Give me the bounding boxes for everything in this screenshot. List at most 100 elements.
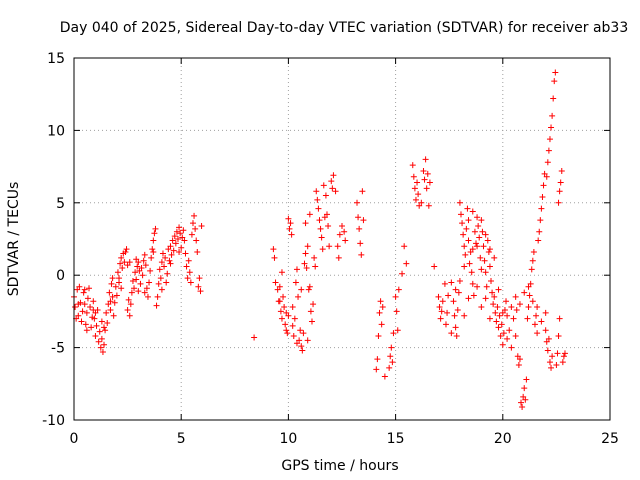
- data-point: [512, 333, 519, 340]
- data-point: [111, 299, 118, 306]
- data-point: [415, 191, 422, 198]
- data-point: [524, 315, 531, 322]
- data-point: [133, 276, 140, 283]
- data-point: [308, 318, 315, 325]
- data-point: [454, 306, 461, 313]
- data-point: [389, 359, 396, 366]
- y-tick-label: 5: [56, 196, 65, 212]
- data-point: [127, 301, 134, 308]
- data-point: [339, 222, 345, 229]
- data-point: [342, 237, 349, 244]
- data-point: [298, 286, 305, 293]
- data-point: [81, 286, 88, 293]
- data-point: [167, 260, 174, 267]
- y-tick-labels: -10 -5 0 5 10 15: [42, 51, 65, 429]
- data-point: [393, 308, 400, 315]
- grid-lines: [74, 58, 610, 420]
- data-point: [153, 302, 160, 309]
- data-point: [552, 69, 559, 76]
- data-point: [98, 335, 105, 342]
- data-point: [293, 340, 300, 347]
- data-point: [378, 321, 385, 328]
- data-point: [78, 318, 85, 325]
- data-point: [483, 283, 490, 290]
- data-point: [491, 254, 498, 261]
- data-point: [156, 266, 163, 273]
- data-point: [409, 162, 416, 169]
- data-point: [295, 293, 302, 300]
- data-point: [270, 246, 277, 253]
- x-tick-labels: 0 5 10 15 20 25: [70, 431, 619, 447]
- data-point: [448, 330, 455, 337]
- data-point: [556, 188, 563, 195]
- data-point: [452, 286, 459, 293]
- data-point: [492, 309, 499, 316]
- data-point: [373, 366, 380, 373]
- data-point: [285, 215, 292, 222]
- data-point: [470, 292, 477, 299]
- data-point: [525, 304, 532, 311]
- data-point: [330, 172, 337, 179]
- data-point: [198, 222, 205, 229]
- data-point: [482, 231, 489, 238]
- data-point: [197, 288, 204, 295]
- data-point: [334, 243, 341, 250]
- data-point: [341, 228, 348, 235]
- data-point: [278, 315, 285, 322]
- x-tick-label: 5: [177, 431, 186, 447]
- data-point: [548, 364, 555, 371]
- data-point: [491, 293, 498, 300]
- chart-title: Day 040 of 2025, Sidereal Day-to-day VTE…: [60, 20, 629, 36]
- data-point: [518, 399, 525, 406]
- data-point: [374, 356, 381, 363]
- data-point: [474, 283, 481, 290]
- data-point: [161, 263, 168, 270]
- data-point: [157, 275, 164, 282]
- data-point: [388, 344, 395, 351]
- data-point: [523, 376, 530, 383]
- data-point: [424, 170, 431, 177]
- data-point: [189, 220, 196, 227]
- data-point: [286, 225, 293, 232]
- data-point: [152, 225, 159, 232]
- data-point: [126, 312, 133, 319]
- x-tick-label: 15: [387, 431, 405, 447]
- data-point: [171, 233, 178, 240]
- data-point: [158, 286, 165, 293]
- data-point: [283, 327, 290, 334]
- data-point: [302, 250, 309, 257]
- data-point: [452, 324, 459, 331]
- data-point: [477, 254, 484, 261]
- data-point: [284, 330, 291, 337]
- data-point: [314, 196, 321, 203]
- x-tick-label: 0: [70, 431, 79, 447]
- data-point: [456, 277, 463, 284]
- data-point: [515, 361, 522, 368]
- data-point: [360, 217, 367, 224]
- data-point: [289, 322, 296, 329]
- data-point: [548, 124, 555, 131]
- x-tick-label: 20: [494, 431, 512, 447]
- data-point: [114, 269, 121, 276]
- data-point: [485, 249, 492, 256]
- x-axis-label: GPS time / hours: [281, 458, 398, 474]
- data-point: [304, 337, 311, 344]
- data-point: [281, 304, 288, 311]
- data-point: [168, 251, 175, 258]
- data-point: [310, 301, 317, 308]
- data-point: [182, 250, 189, 257]
- data-point: [193, 237, 200, 244]
- data-point: [469, 246, 476, 253]
- data-point: [550, 95, 557, 102]
- data-point: [84, 295, 91, 302]
- data-point: [336, 231, 343, 238]
- data-point: [463, 225, 470, 232]
- data-point: [167, 243, 174, 250]
- data-point: [288, 231, 295, 238]
- data-point: [519, 403, 526, 410]
- data-point: [525, 283, 532, 290]
- data-point: [478, 304, 485, 311]
- data-point: [317, 225, 324, 232]
- data-point: [166, 257, 173, 264]
- data-point: [401, 243, 408, 250]
